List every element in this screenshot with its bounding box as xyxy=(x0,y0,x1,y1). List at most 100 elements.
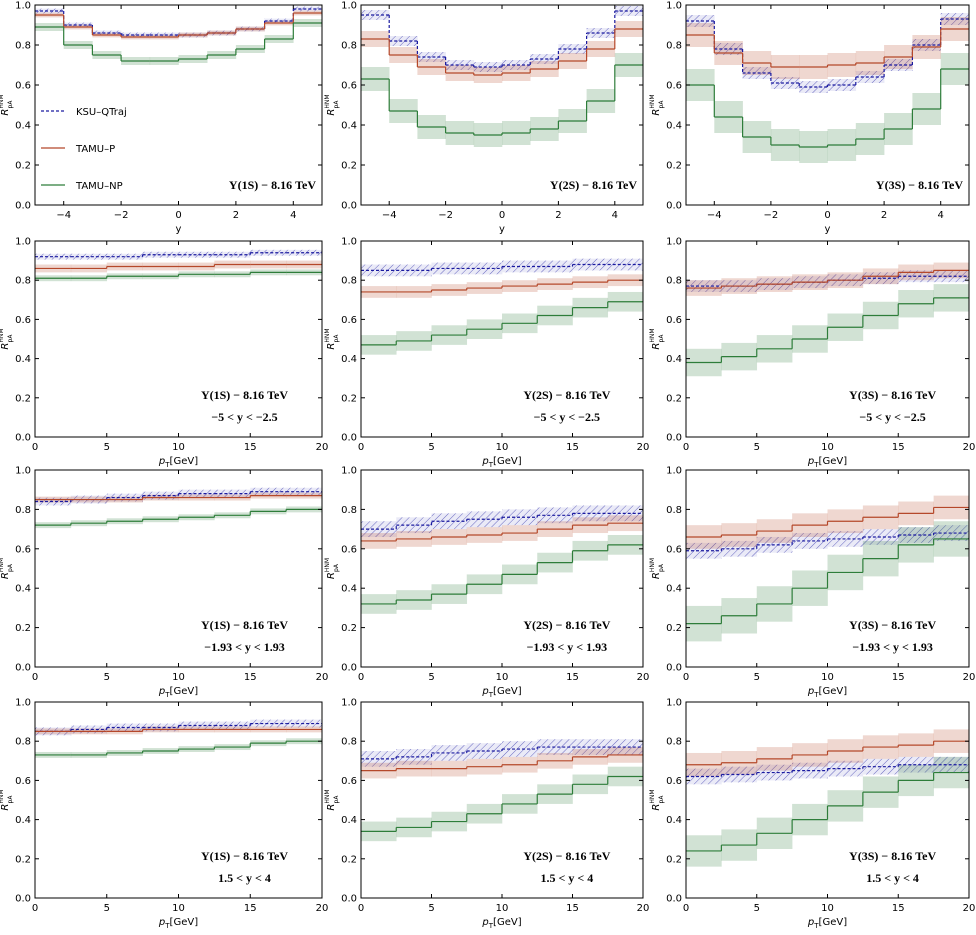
uncertainty-band xyxy=(250,487,287,496)
uncertainty-band xyxy=(250,719,287,728)
plot-area xyxy=(361,258,643,355)
uncertainty-band xyxy=(714,43,743,55)
y-tick-label: 0.8 xyxy=(15,41,31,52)
y-tick-label: 1.0 xyxy=(666,1,682,12)
uncertainty-band xyxy=(264,18,294,24)
annotation: −5 < y < −2.5 xyxy=(859,410,925,424)
y-tick-label: 0.2 xyxy=(341,623,357,634)
uncertainty-band xyxy=(106,253,143,260)
legend-label: TAMU–P xyxy=(75,144,115,155)
x-tick-label: −4 xyxy=(707,210,722,221)
x-tick-label: 20 xyxy=(316,903,329,914)
x-tick-label: 15 xyxy=(892,672,905,683)
y-axis-label: RHNM pA xyxy=(649,328,665,349)
uncertainty-band xyxy=(142,491,179,500)
annotation: 1.5 < y < 4 xyxy=(541,871,594,885)
x-axis-label-part: [GeV] xyxy=(170,917,199,928)
y-axis-label-part: HNM xyxy=(649,94,656,108)
uncertainty-band xyxy=(178,251,215,258)
x-tick-label: 20 xyxy=(637,903,650,914)
y-axis-label-part: R xyxy=(0,343,11,350)
x-tick-label: 15 xyxy=(244,903,257,914)
x-axis-label-part: p xyxy=(158,456,165,467)
annotation: −5 < y < −2.5 xyxy=(211,410,277,424)
y-axis-label-part: R xyxy=(651,343,662,350)
annotation: Υ(3S) − 8.16 TeV xyxy=(849,849,936,863)
y-axis-label-part: HNM xyxy=(649,558,656,572)
y-tick-label: 1.0 xyxy=(666,237,682,248)
plot-area xyxy=(35,6,322,65)
y-axis-label-part: HNM xyxy=(0,789,5,803)
x-tick-label: 20 xyxy=(316,672,329,683)
plot-area xyxy=(686,729,969,867)
y-tick-label: 0.0 xyxy=(15,663,31,674)
y-axis-label-part: R xyxy=(651,804,662,811)
y-axis-label-part: HNM xyxy=(0,558,5,572)
uncertainty-band xyxy=(35,497,72,506)
x-axis-label: pT[GeV] xyxy=(481,686,521,699)
y-tick-label: 0.4 xyxy=(666,354,682,365)
uncertainty-band xyxy=(70,725,108,734)
y-axis-label-part: pA xyxy=(7,100,14,109)
x-axis-label-part: p xyxy=(807,917,814,928)
x-tick-label: 0 xyxy=(358,903,364,914)
x-tick-label: 0 xyxy=(499,210,505,221)
uncertainty-band xyxy=(178,721,215,730)
y-axis-label-part: pA xyxy=(333,795,340,804)
x-axis-label: y xyxy=(176,224,182,235)
x-axis-label-part: y xyxy=(825,224,831,235)
y-tick-label: 0.2 xyxy=(341,393,357,404)
y-tick-label: 0.8 xyxy=(341,737,357,748)
x-tick-label: 5 xyxy=(104,442,110,453)
annotation: Υ(3S) − 8.16 TeV xyxy=(849,388,936,402)
y-tick-label: 1.0 xyxy=(666,466,682,477)
uncertainty-band xyxy=(106,723,143,732)
y-tick-label: 0.4 xyxy=(341,354,357,365)
x-axis-label: y xyxy=(499,224,505,235)
x-tick-label: 2 xyxy=(881,210,887,221)
uncertainty-band xyxy=(389,36,418,46)
plot-area xyxy=(686,262,969,377)
x-tick-label: 0 xyxy=(32,903,38,914)
y-tick-label: 0.0 xyxy=(666,433,682,444)
uncertainty-band xyxy=(214,489,251,498)
y-axis-label-part: HNM xyxy=(0,94,5,108)
y-axis-label-part: pA xyxy=(333,563,340,572)
x-tick-label: 0 xyxy=(358,672,364,683)
y-tick-label: 0.0 xyxy=(666,663,682,674)
y-axis-label: RHNM pA xyxy=(649,558,665,579)
y-tick-label: 0.6 xyxy=(341,81,357,92)
annotation: −5 < y < −2.5 xyxy=(534,410,600,424)
x-axis-label: pT[GeV] xyxy=(481,917,521,930)
y-tick-label: 1.0 xyxy=(15,698,31,709)
x-axis-label-part: p xyxy=(481,456,488,467)
y-tick-label: 0.8 xyxy=(15,737,31,748)
y-tick-label: 0.2 xyxy=(15,854,31,865)
y-tick-label: 0.4 xyxy=(341,815,357,826)
x-axis-label-part: T xyxy=(488,461,494,469)
x-axis-label-part: [GeV] xyxy=(819,917,848,928)
x-tick-label: 15 xyxy=(244,672,257,683)
x-tick-label: 0 xyxy=(683,903,689,914)
y-tick-label: 0.6 xyxy=(15,776,31,787)
x-axis-label-part: [GeV] xyxy=(819,456,848,467)
uncertainty-band xyxy=(35,8,64,14)
y-tick-label: 0.8 xyxy=(15,505,31,516)
y-axis-label: RHNM pA xyxy=(324,94,340,115)
y-tick-label: 0.8 xyxy=(666,41,682,52)
x-axis-label-part: [GeV] xyxy=(493,686,522,697)
y-axis-label: RHNM pA xyxy=(324,328,340,349)
y-tick-label: 0.0 xyxy=(666,201,682,212)
legend-label: TAMU–NP xyxy=(75,181,123,192)
x-axis-label: pT[GeV] xyxy=(807,917,847,930)
legend-label: KSU–QTraj xyxy=(76,107,127,118)
uncertainty-band xyxy=(940,13,969,25)
y-tick-label: 0.6 xyxy=(15,544,31,555)
y-tick-label: 0.6 xyxy=(666,315,682,326)
